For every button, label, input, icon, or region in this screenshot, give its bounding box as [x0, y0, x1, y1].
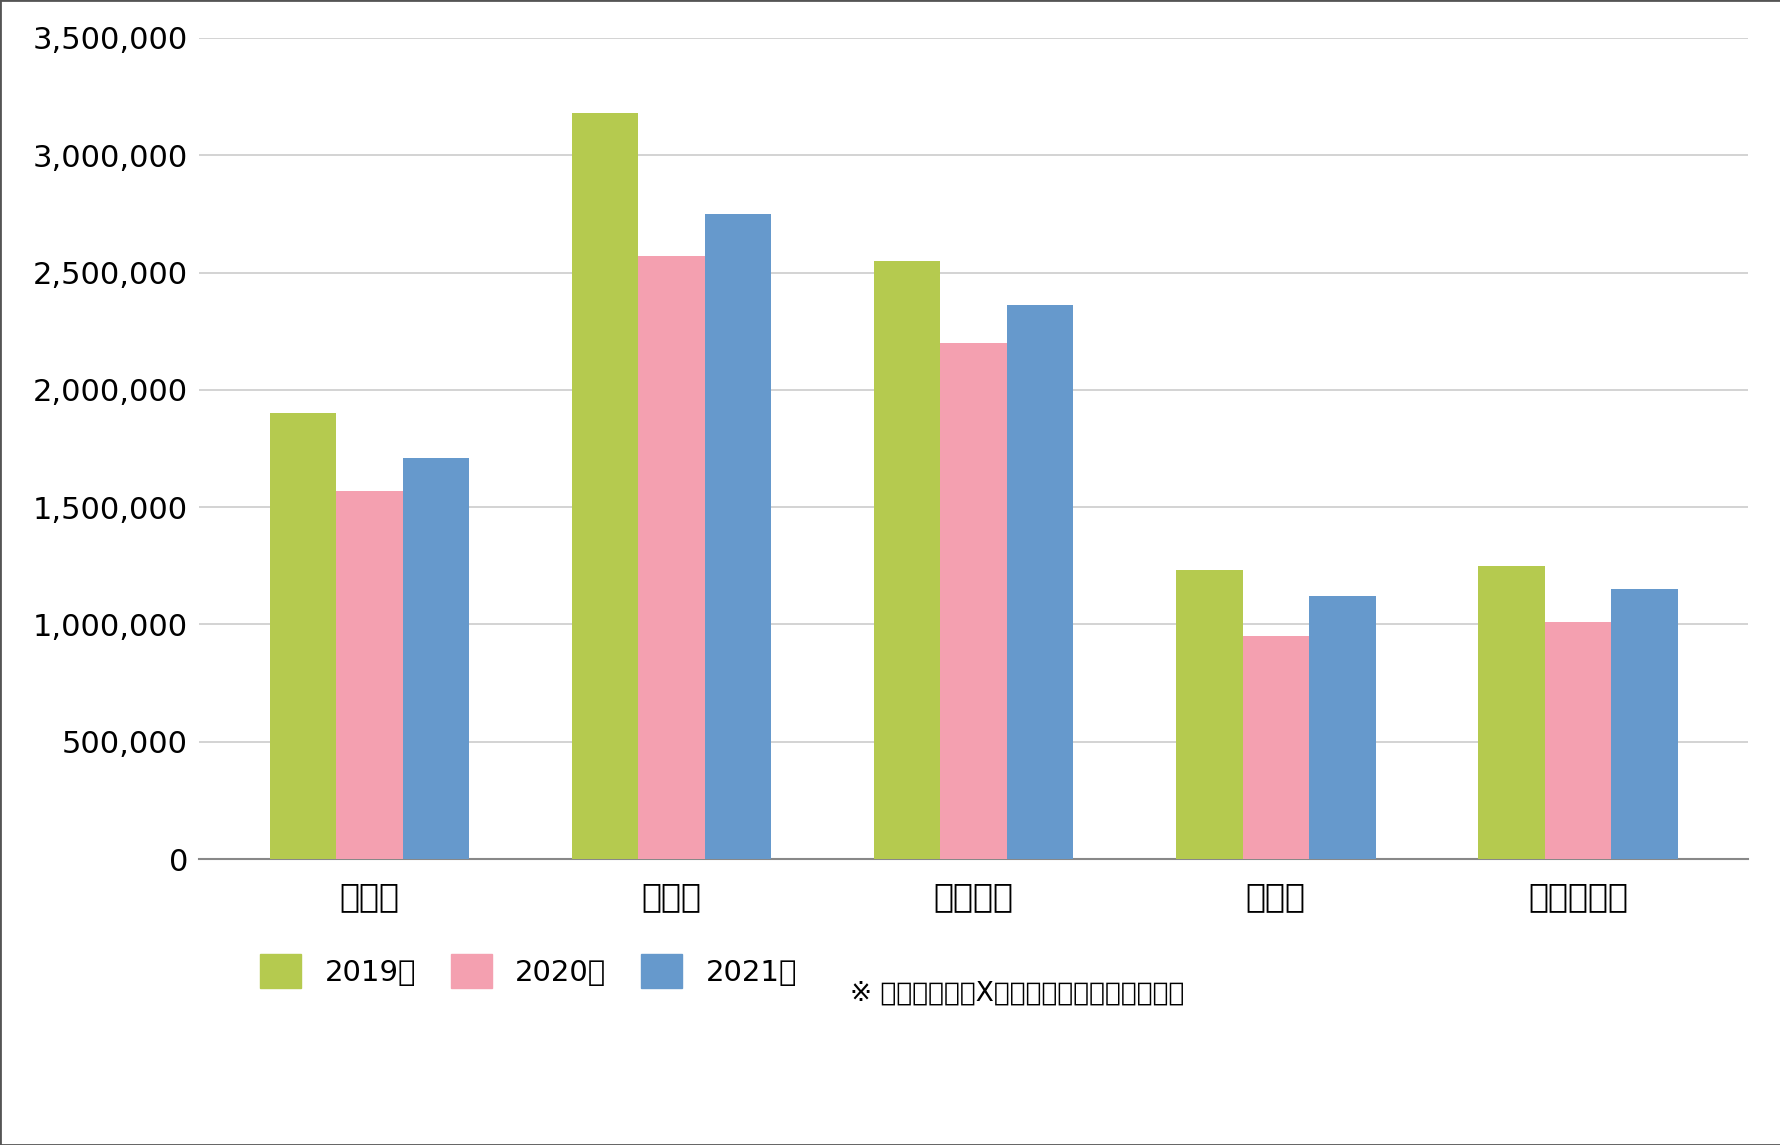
Bar — [336, 491, 402, 859]
Bar — [705, 214, 771, 859]
Bar — [269, 413, 336, 859]
Bar — [637, 256, 705, 859]
Legend: 2019年, 2020年, 2021年: 2019年, 2020年, 2021年 — [260, 955, 796, 988]
Bar — [1477, 566, 1543, 859]
Bar — [571, 113, 637, 859]
Bar — [1308, 597, 1374, 859]
Bar — [1543, 622, 1611, 859]
Bar — [1175, 570, 1242, 859]
Bar — [1611, 590, 1677, 859]
Bar — [940, 342, 1006, 859]
Text: ※ 「胃がん」はX線検査と内視鏡検査の合計: ※ 「胃がん」はX線検査と内視鏡検査の合計 — [849, 980, 1184, 1006]
Bar — [402, 458, 468, 859]
Bar — [1006, 306, 1073, 859]
Bar — [1242, 637, 1308, 859]
Bar — [874, 261, 940, 859]
